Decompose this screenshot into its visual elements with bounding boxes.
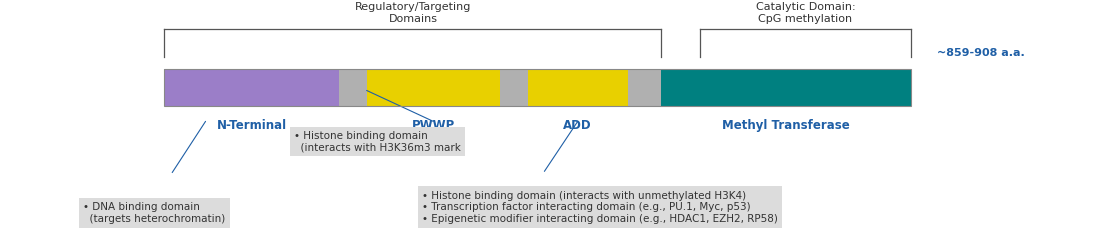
Bar [661,69,911,106]
Text: Regulatory/Targeting
Domains: Regulatory/Targeting Domains [356,2,471,24]
Text: N-Terminal: N-Terminal [217,119,287,132]
Text: Catalytic Domain:
CpG methylation: Catalytic Domain: CpG methylation [755,2,855,24]
Bar [628,69,661,106]
Text: PWWP: PWWP [412,119,454,132]
Bar [500,69,528,106]
Bar [164,69,339,106]
Text: • Histone binding domain (interacts with unmethylated H3K4)
• Transcription fact: • Histone binding domain (interacts with… [422,191,778,224]
Text: ADD: ADD [563,119,592,132]
Bar [528,69,628,106]
Text: • Histone binding domain
  (interacts with H3K36m3 mark: • Histone binding domain (interacts with… [294,131,461,152]
Bar [164,69,911,106]
Bar [367,69,500,106]
Bar [339,69,367,106]
Text: • DNA binding domain
  (targets heterochromatin): • DNA binding domain (targets heterochro… [83,202,226,224]
Text: Methyl Transferase: Methyl Transferase [722,119,850,132]
Text: ~859-908 a.a.: ~859-908 a.a. [937,48,1024,58]
